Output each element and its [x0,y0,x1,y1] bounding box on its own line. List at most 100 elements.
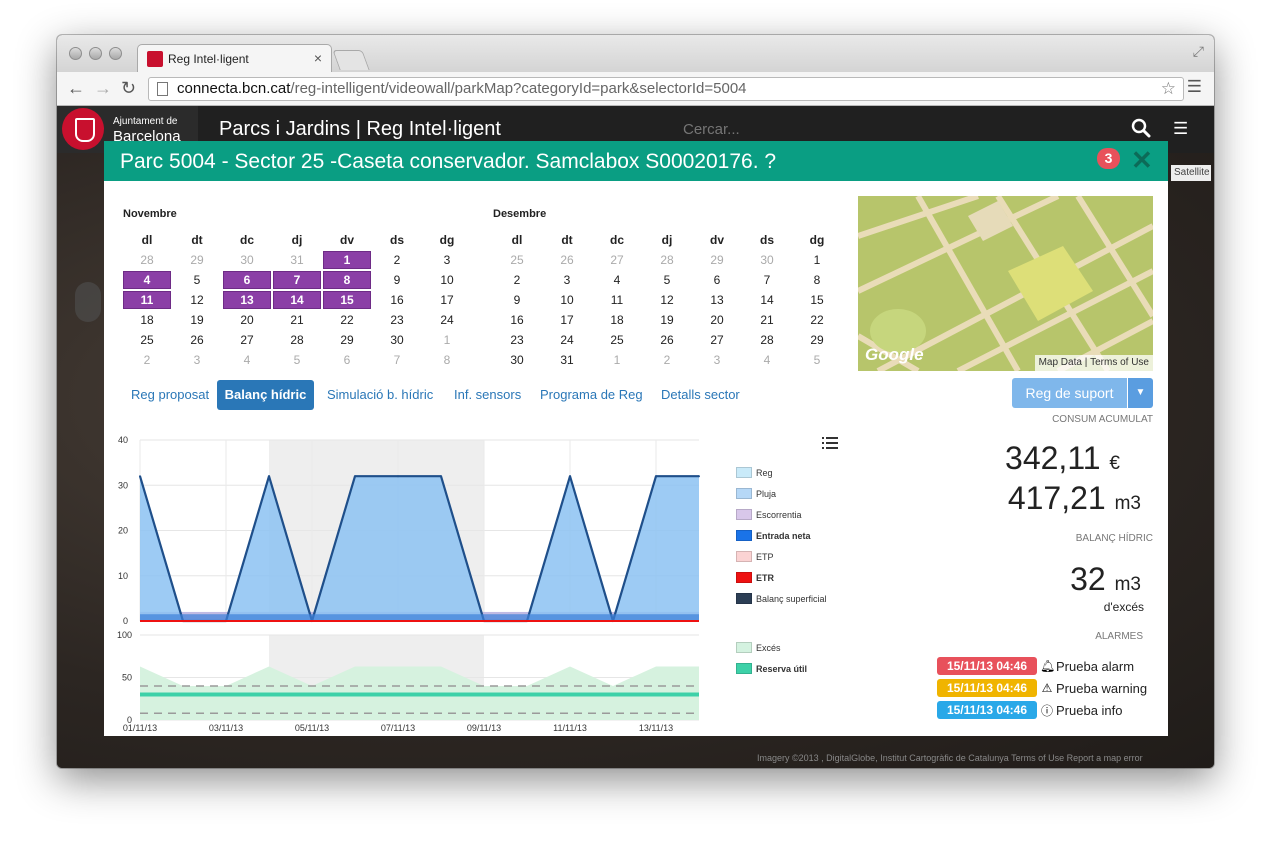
new-tab-button[interactable] [332,50,370,70]
calendar-day[interactable]: 5 [293,353,301,367]
calendar-day[interactable]: 22 [810,313,824,327]
calendar-day[interactable]: 16 [510,313,524,327]
calendar-day[interactable]: 30 [240,253,254,267]
calendar-day[interactable]: 29 [810,333,824,347]
tab-simulacio[interactable]: Simulació b. hídric [327,387,434,402]
forward-arrow-icon[interactable]: → [94,78,112,98]
back-arrow-icon[interactable]: ← [67,78,85,98]
close-icon[interactable]: ✕ [1131,145,1153,175]
search-icon[interactable] [1129,116,1153,140]
calendar-day[interactable]: 9 [513,293,521,307]
calendar-day[interactable]: 28 [760,333,774,347]
close-tab-icon[interactable]: × [313,50,322,66]
chart-menu-icon[interactable] [822,436,838,450]
calendar-day[interactable]: 1 [813,253,821,267]
bookmark-star-icon[interactable]: ☆ [1160,79,1176,98]
calendar-day[interactable]: 20 [240,313,254,327]
legend-item[interactable]: Pluja [736,485,776,500]
calendar-day-selected[interactable]: 6 [223,271,271,289]
browser-menu-icon[interactable]: ☰ [1186,77,1202,96]
app-menu-icon[interactable]: ☰ [1173,119,1189,138]
legend-item[interactable]: Reserva útil [736,660,807,675]
reg-suport-button[interactable]: Reg de suport [1012,378,1127,408]
calendar-day[interactable]: 6 [343,353,351,367]
browser-tab[interactable]: Reg Intel·ligent × [137,44,332,72]
calendar-day[interactable]: 25 [140,333,154,347]
fullscreen-icon[interactable]: ⤢ [1192,43,1204,59]
legend-item[interactable]: Balanç superficial [736,590,827,605]
map-data-link[interactable]: Map Data [1038,357,1082,368]
chevron-down-icon[interactable]: ▼ [1128,378,1153,408]
mini-map[interactable]: Google Map Data | Terms of Use [858,196,1153,371]
calendar-day[interactable]: 8 [443,353,451,367]
alarm-row[interactable]: 15/11/13 04:46 ⓘ Prueba info [937,701,1123,719]
calendar-day[interactable]: 26 [660,333,674,347]
calendar-day[interactable]: 3 [193,353,201,367]
search-input[interactable] [677,113,1127,146]
map-side-arrow[interactable] [75,282,101,322]
calendar-day[interactable]: 18 [610,313,624,327]
calendar-day-selected[interactable]: 11 [123,291,171,309]
zoom-window-button[interactable] [109,47,122,60]
calendar-day[interactable]: 20 [710,313,724,327]
calendar-day[interactable]: 2 [143,353,151,367]
legend-item[interactable]: Excés [736,639,781,654]
calendar-day[interactable]: 27 [240,333,254,347]
barcelona-logo[interactable]: Ajuntament de Barcelona [57,106,198,153]
calendar-day[interactable]: 18 [140,313,154,327]
calendar-day[interactable]: 22 [340,313,354,327]
calendar-day[interactable]: 3 [563,273,571,287]
calendar-day[interactable]: 4 [613,273,621,287]
tab-inf-sensors[interactable]: Inf. sensors [454,387,522,402]
calendar-day[interactable]: 4 [243,353,251,367]
notification-badge[interactable]: 3 [1097,148,1120,169]
calendar-day[interactable]: 1 [443,333,451,347]
calendar-day[interactable]: 10 [560,293,574,307]
calendar-day[interactable]: 2 [663,353,671,367]
calendar-day[interactable]: 24 [560,333,574,347]
calendar-day[interactable]: 17 [560,313,574,327]
calendar-day[interactable]: 28 [290,333,304,347]
calendar-day-selected[interactable]: 14 [273,291,321,309]
calendar-day[interactable]: 12 [190,293,204,307]
calendar-day[interactable]: 14 [760,293,774,307]
calendar-day[interactable]: 9 [393,273,401,287]
calendar-day[interactable]: 4 [763,353,771,367]
calendar-day[interactable]: 2 [393,253,401,267]
calendar-day[interactable]: 28 [660,253,674,267]
calendar-day[interactable]: 10 [440,273,454,287]
calendar-day[interactable]: 12 [660,293,674,307]
calendar-day-selected[interactable]: 7 [273,271,321,289]
tab-programa-reg[interactable]: Programa de Reg [540,387,643,402]
calendar-day[interactable]: 29 [340,333,354,347]
calendar-day[interactable]: 27 [710,333,724,347]
calendar-day[interactable]: 28 [140,253,154,267]
calendar-day[interactable]: 19 [190,313,204,327]
close-window-button[interactable] [69,47,82,60]
calendar-day-selected[interactable]: 4 [123,271,171,289]
tab-detalls-sector[interactable]: Detalls sector [661,387,740,402]
calendar-day[interactable]: 30 [390,333,404,347]
calendar-day[interactable]: 3 [713,353,721,367]
legend-item[interactable]: Entrada neta [736,527,811,542]
calendar-day-selected[interactable]: 13 [223,291,271,309]
calendar-day[interactable]: 8 [813,273,821,287]
calendar-day[interactable]: 1 [613,353,621,367]
calendar-day[interactable]: 26 [560,253,574,267]
calendar-day[interactable]: 5 [813,353,821,367]
calendar-day[interactable]: 13 [710,293,724,307]
legend-item[interactable]: Reg [736,464,773,479]
calendar-day[interactable]: 25 [510,253,524,267]
address-bar[interactable]: connecta.bcn.cat/reg-intelligent/videowa… [148,77,1184,101]
calendar-day[interactable]: 25 [610,333,624,347]
calendar-day[interactable]: 23 [390,313,404,327]
calendar-day[interactable]: 7 [393,353,401,367]
calendar-day[interactable]: 31 [290,253,304,267]
calendar-day[interactable]: 7 [763,273,771,287]
legend-item[interactable]: ETP [736,548,774,563]
calendar-day[interactable]: 29 [190,253,204,267]
calendar-day[interactable]: 16 [390,293,404,307]
calendar-day[interactable]: 5 [663,273,671,287]
calendar-day-selected[interactable]: 1 [323,251,371,269]
calendar-day[interactable]: 24 [440,313,454,327]
